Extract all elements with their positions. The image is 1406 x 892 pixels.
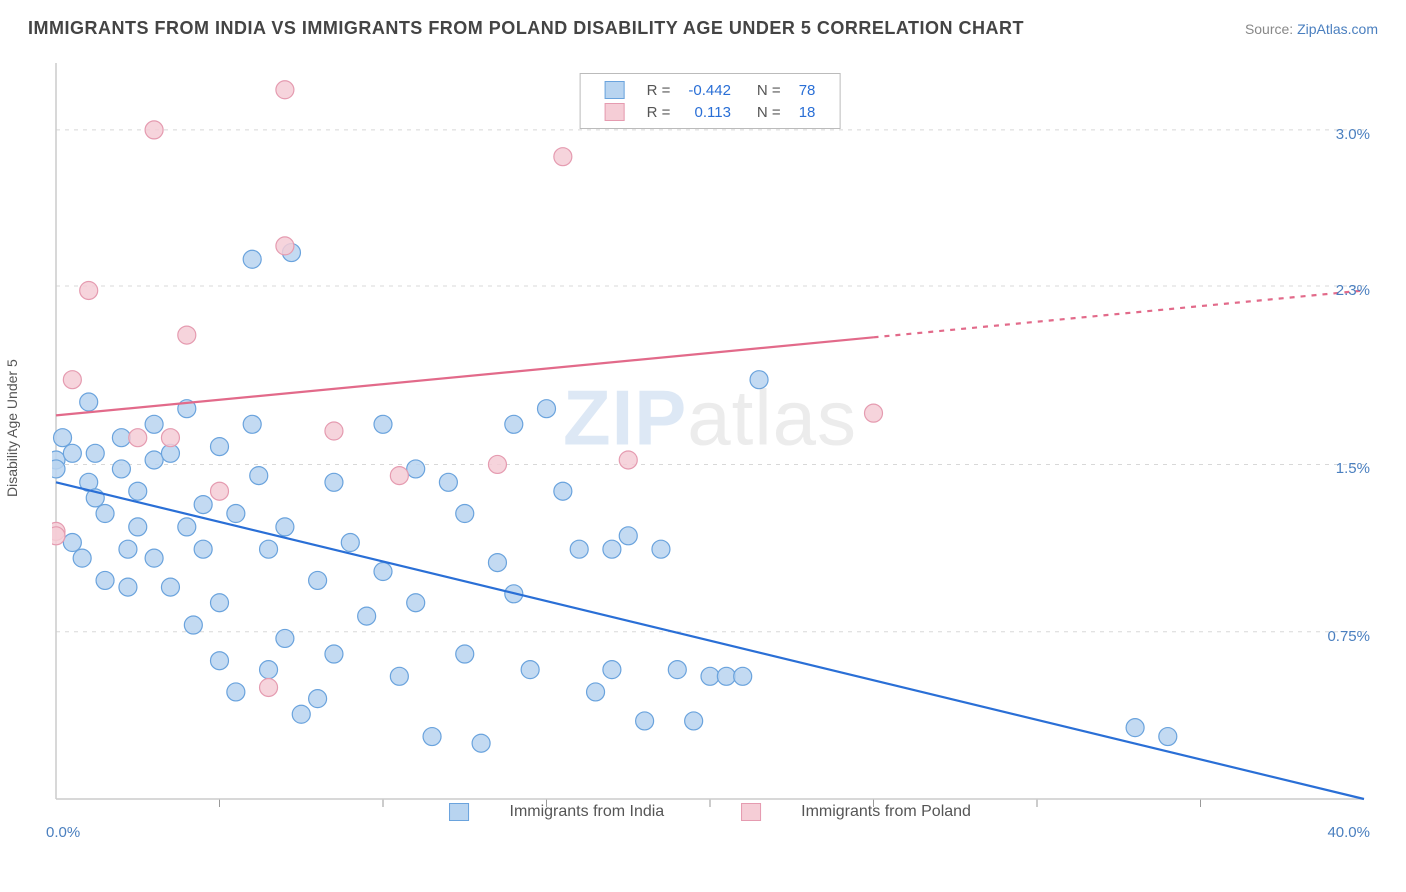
y-axis-label: Disability Age Under 5 <box>4 359 20 497</box>
correlation-chart: Disability Age Under 5 ZIPatlas R =-0.44… <box>0 49 1406 879</box>
legend-item-poland: Immigrants from Poland <box>723 803 989 820</box>
swatch-icon <box>741 803 761 821</box>
legend-item-india: Immigrants from India <box>431 803 682 820</box>
y-tick-label: 1.5% <box>1320 460 1370 477</box>
plot-area: ZIPatlas R =-0.442N =78R =0.113N =18 0.0… <box>52 59 1368 839</box>
x-min-label: 0.0% <box>46 824 80 841</box>
correlation-legend: R =-0.442N =78R =0.113N =18 <box>580 73 841 129</box>
source-link[interactable]: ZipAtlas.com <box>1297 21 1378 37</box>
y-tick-label: 2.3% <box>1320 282 1370 299</box>
swatch-icon <box>605 81 625 99</box>
scatter-svg <box>52 59 1368 839</box>
swatch-icon <box>449 803 469 821</box>
series-legend: Immigrants from India Immigrants from Po… <box>413 803 1007 821</box>
y-tick-label: 0.75% <box>1320 628 1370 645</box>
swatch-icon <box>605 103 625 121</box>
x-max-label: 40.0% <box>1327 824 1370 841</box>
page-title: IMMIGRANTS FROM INDIA VS IMMIGRANTS FROM… <box>28 18 1024 39</box>
source-attribution: Source: ZipAtlas.com <box>1245 21 1378 37</box>
y-tick-label: 3.0% <box>1320 126 1370 143</box>
